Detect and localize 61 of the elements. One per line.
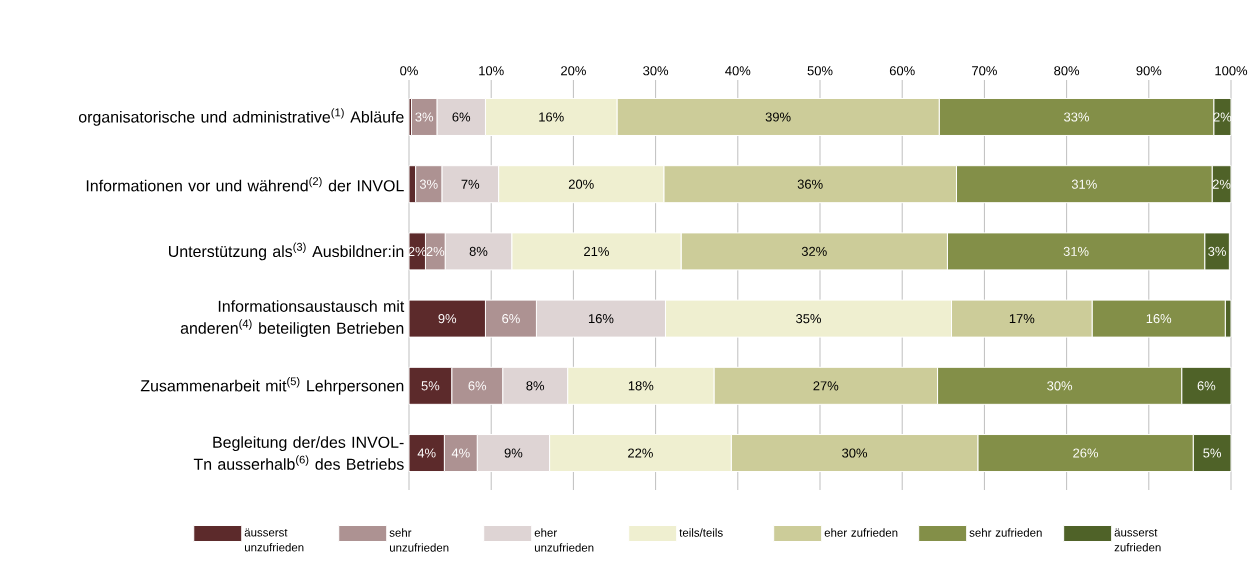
- y-tick-label: Informationen vor und während$^{(2)}$ der INVOL: [86, 176, 404, 192]
- data-label: 36%: [797, 179, 823, 189]
- y-tick-label: organisatorische und administrative$^{(1)}$ Abläufe: [78, 108, 404, 126]
- data-label: 35%: [796, 314, 822, 324]
- x-tick-label: 70%: [972, 66, 997, 76]
- x-tick-label: 80%: [1054, 66, 1080, 76]
- data-label: 33%: [1064, 112, 1089, 122]
- legend-label: sehr unzufrieden: [389, 528, 449, 552]
- data-label: 39%: [765, 112, 791, 122]
- data-label: 26%: [1073, 448, 1099, 458]
- data-label: 4%: [451, 448, 470, 458]
- y-tick-label: Unterstützung als$^{(3)}$ Ausbildner:in: [169, 242, 404, 261]
- data-label: 30%: [842, 448, 868, 458]
- legend-label: eher zufrieden: [824, 528, 898, 537]
- data-label: 16%: [539, 112, 564, 122]
- data-label: 6%: [502, 314, 520, 324]
- data-label: 7%: [461, 179, 480, 189]
- data-label: 2%: [1212, 179, 1231, 189]
- x-tick-label: 30%: [643, 66, 669, 76]
- data-label: 5%: [1203, 448, 1222, 458]
- x-tick-label: 10%: [479, 66, 504, 76]
- data-label: 18%: [628, 381, 654, 391]
- data-label: 9%: [438, 314, 457, 324]
- data-label: 2%: [426, 246, 445, 256]
- x-tick-label: 60%: [889, 66, 915, 76]
- legend-label: eher unzufrieden: [534, 528, 594, 552]
- data-label: 8%: [526, 381, 545, 391]
- data-label: 32%: [801, 246, 827, 256]
- data-label: 21%: [584, 246, 609, 256]
- data-label: 30%: [1047, 381, 1073, 391]
- legend-label: äusserst unzufrieden: [244, 528, 304, 552]
- x-tick-label: 100%: [1215, 66, 1248, 76]
- legend-label: sehr zufrieden: [969, 528, 1042, 537]
- y-tick-label: Informationsaustausch mit anderen$^{(4)}$ beteiligten Betrieben: [180, 300, 405, 338]
- y-tick-label: Zusammenarbeit mit$^{(5)}$ Lehrpersonen: [140, 377, 404, 395]
- x-tick-label: 50%: [807, 66, 833, 76]
- data-label: 31%: [1071, 179, 1097, 189]
- data-label: 16%: [1146, 314, 1172, 324]
- data-label: 5%: [421, 381, 440, 391]
- data-label: 8%: [469, 246, 488, 256]
- y-tick-label: Begleitung der/des INVOL-Tn ausserhalb$^{(6)}$ des Betriebs: [193, 436, 404, 470]
- x-tick-label: 20%: [561, 66, 586, 76]
- data-label: 22%: [628, 448, 653, 458]
- data-label: 20%: [568, 179, 594, 189]
- data-label: 3%: [415, 112, 434, 122]
- data-label: 27%: [813, 381, 839, 391]
- legend-label: teils/teils: [679, 528, 723, 537]
- data-label: 17%: [1009, 314, 1035, 324]
- x-tick-label: 90%: [1136, 66, 1162, 76]
- data-label: 6%: [1197, 381, 1216, 391]
- data-label: 16%: [588, 314, 614, 324]
- data-label: 3%: [1208, 246, 1226, 256]
- data-label: 31%: [1063, 246, 1089, 256]
- data-label: 9%: [504, 448, 523, 458]
- data-label: 4%: [417, 448, 436, 458]
- x-tick-label: 40%: [725, 66, 751, 76]
- data-label: 3%: [419, 179, 438, 189]
- data-label: 6%: [452, 112, 471, 122]
- legend-label: äusserst zufrieden: [1114, 528, 1161, 552]
- data-label: 6%: [468, 381, 487, 391]
- x-tick-label: 0%: [400, 66, 418, 76]
